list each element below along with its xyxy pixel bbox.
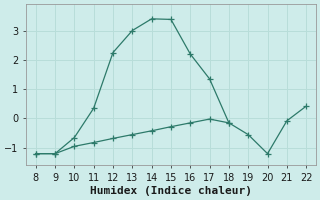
X-axis label: Humidex (Indice chaleur): Humidex (Indice chaleur) <box>90 186 252 196</box>
